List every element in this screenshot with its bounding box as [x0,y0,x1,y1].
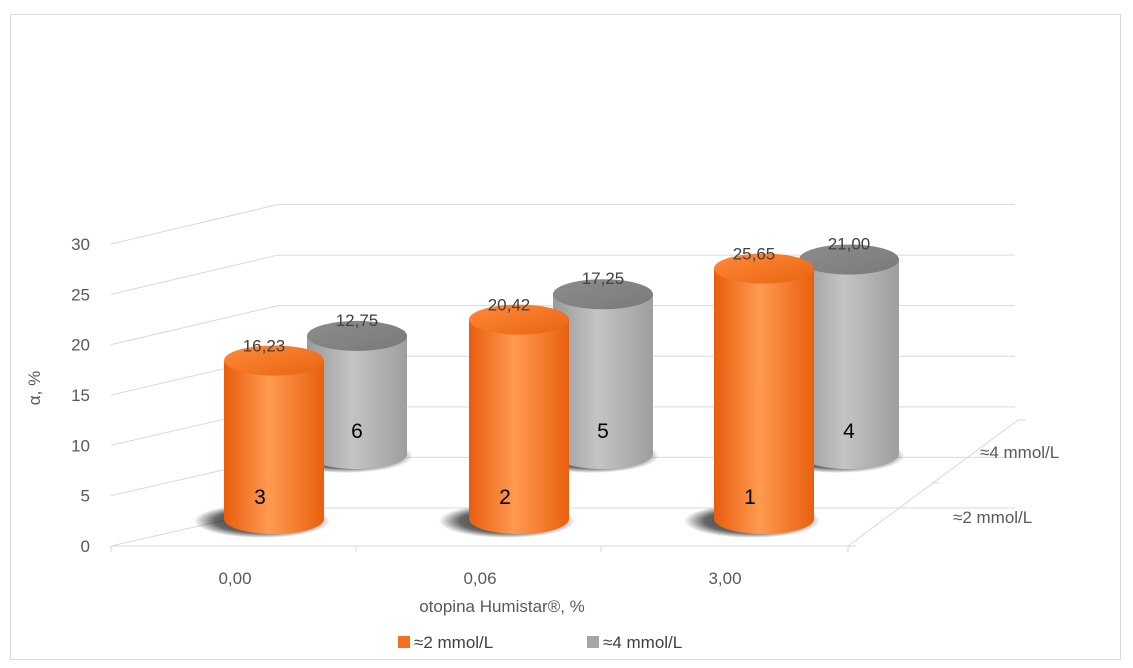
rank-label-2mmol: 1 [744,486,756,509]
y-tick-label: 20 [71,336,90,355]
y-tick-label: 5 [81,487,90,506]
bar-top [799,244,899,275]
rank-label-4mmol: 4 [843,420,855,443]
rank-label-2mmol: 2 [499,486,511,509]
gridline-left-wall [110,254,279,295]
x-tick-label: 0,06 [463,569,496,588]
rank-label-4mmol: 6 [351,420,363,443]
bar-s1-c2 [769,244,905,473]
data-label-2mmol: 25,65 [733,245,776,264]
bar-s1-c1 [523,279,659,473]
bar-top [714,253,814,284]
data-label-4mmol: 21,00 [828,235,871,254]
x-tick-label: 0,00 [218,569,251,588]
bar-body [307,335,407,469]
data-label-4mmol: 17,25 [582,269,625,288]
bar-body [799,259,899,469]
legend-label-2mmol: ≈2 mmol/L [414,633,493,652]
x-tick-label: 3,00 [708,569,741,588]
bar-top [224,345,324,376]
x-axis-title: otopina Humistar®, % [419,597,585,616]
legend-label-4mmol: ≈4 mmol/L [603,633,682,652]
data-labels: 12,75 6 17,25 5 21,00 4 16,23 3 20,42 2 25,65 1 [243,235,871,509]
y-tick-label: 30 [71,235,90,254]
y-axis-title: α, % [25,371,44,405]
depth-tick-label: ≈2 mmol/L [953,508,1032,527]
y-tick-label: 25 [71,285,90,304]
rank-label-2mmol: 3 [254,486,266,509]
bar-s0-c0 [194,345,330,538]
y-tick-label: 10 [71,436,90,455]
y-tick-label: 15 [71,386,90,405]
gridline-left-wall [110,204,279,245]
bar-top [553,279,653,310]
legend: ≈2 mmol/L ≈4 mmol/L [398,633,682,652]
bar-body [714,268,814,534]
bars [194,244,905,538]
bar-body [469,319,569,534]
bar-body [553,294,653,469]
gridline-left-wall [110,305,279,346]
bar-body [224,360,324,534]
rank-label-4mmol: 5 [597,420,609,443]
bar-top [469,304,569,335]
legend-swatch-4mmol [587,636,599,648]
bar-top [307,320,407,351]
bar-s0-c1 [439,304,575,538]
data-label-2mmol: 20,42 [488,296,531,315]
data-label-4mmol: 12,75 [336,311,379,330]
data-label-2mmol: 16,23 [243,337,286,356]
bar-s0-c2 [684,253,820,538]
legend-swatch-2mmol [398,636,410,648]
y-tick-label: 0 [81,537,90,556]
depth-tick-label: ≈4 mmol/L [980,443,1059,462]
